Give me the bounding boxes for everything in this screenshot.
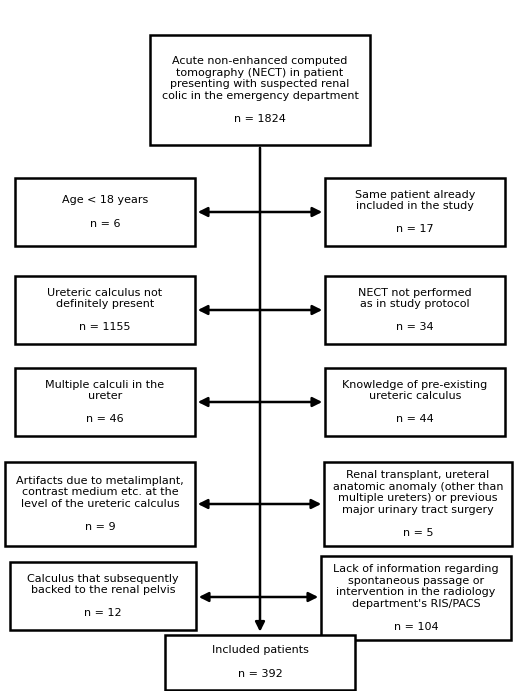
Bar: [150, 35, 370, 145]
Bar: [15, 276, 195, 344]
Text: Calculus that subsequently
backed to the renal pelvis

n = 12: Calculus that subsequently backed to the…: [27, 574, 179, 618]
Text: Lack of information regarding
spontaneous passage or
intervention in the radiolo: Lack of information regarding spontaneou…: [333, 564, 499, 632]
Text: Same patient already
included in the study

n = 17: Same patient already included in the stu…: [355, 189, 475, 234]
Bar: [324, 462, 512, 546]
Text: NECT not performed
as in study protocol

n = 34: NECT not performed as in study protocol …: [358, 287, 472, 332]
Text: Acute non-enhanced computed
tomography (NECT) in patient
presenting with suspect: Acute non-enhanced computed tomography (…: [162, 56, 358, 124]
Text: Renal transplant, ureteral
anatomic anomaly (other than
multiple ureters) or pre: Renal transplant, ureteral anatomic anom…: [333, 470, 503, 538]
Bar: [325, 368, 505, 436]
Text: Multiple calculi in the
ureter

n = 46: Multiple calculi in the ureter n = 46: [45, 379, 164, 424]
Text: Ureteric calculus not
definitely present

n = 1155: Ureteric calculus not definitely present…: [47, 287, 163, 332]
Bar: [10, 562, 196, 630]
Text: Age < 18 years

n = 6: Age < 18 years n = 6: [62, 196, 148, 229]
Text: Artifacts due to metalimplant,
contrast medium etc. at the
level of the ureteric: Artifacts due to metalimplant, contrast …: [16, 476, 184, 532]
Bar: [5, 462, 195, 546]
Bar: [325, 178, 505, 246]
Bar: [325, 276, 505, 344]
Bar: [15, 178, 195, 246]
Bar: [165, 634, 355, 690]
Bar: [15, 368, 195, 436]
Text: Knowledge of pre-existing
ureteric calculus

n = 44: Knowledge of pre-existing ureteric calcu…: [342, 379, 488, 424]
Text: Included patients

n = 392: Included patients n = 392: [212, 645, 308, 679]
Bar: [321, 556, 511, 640]
